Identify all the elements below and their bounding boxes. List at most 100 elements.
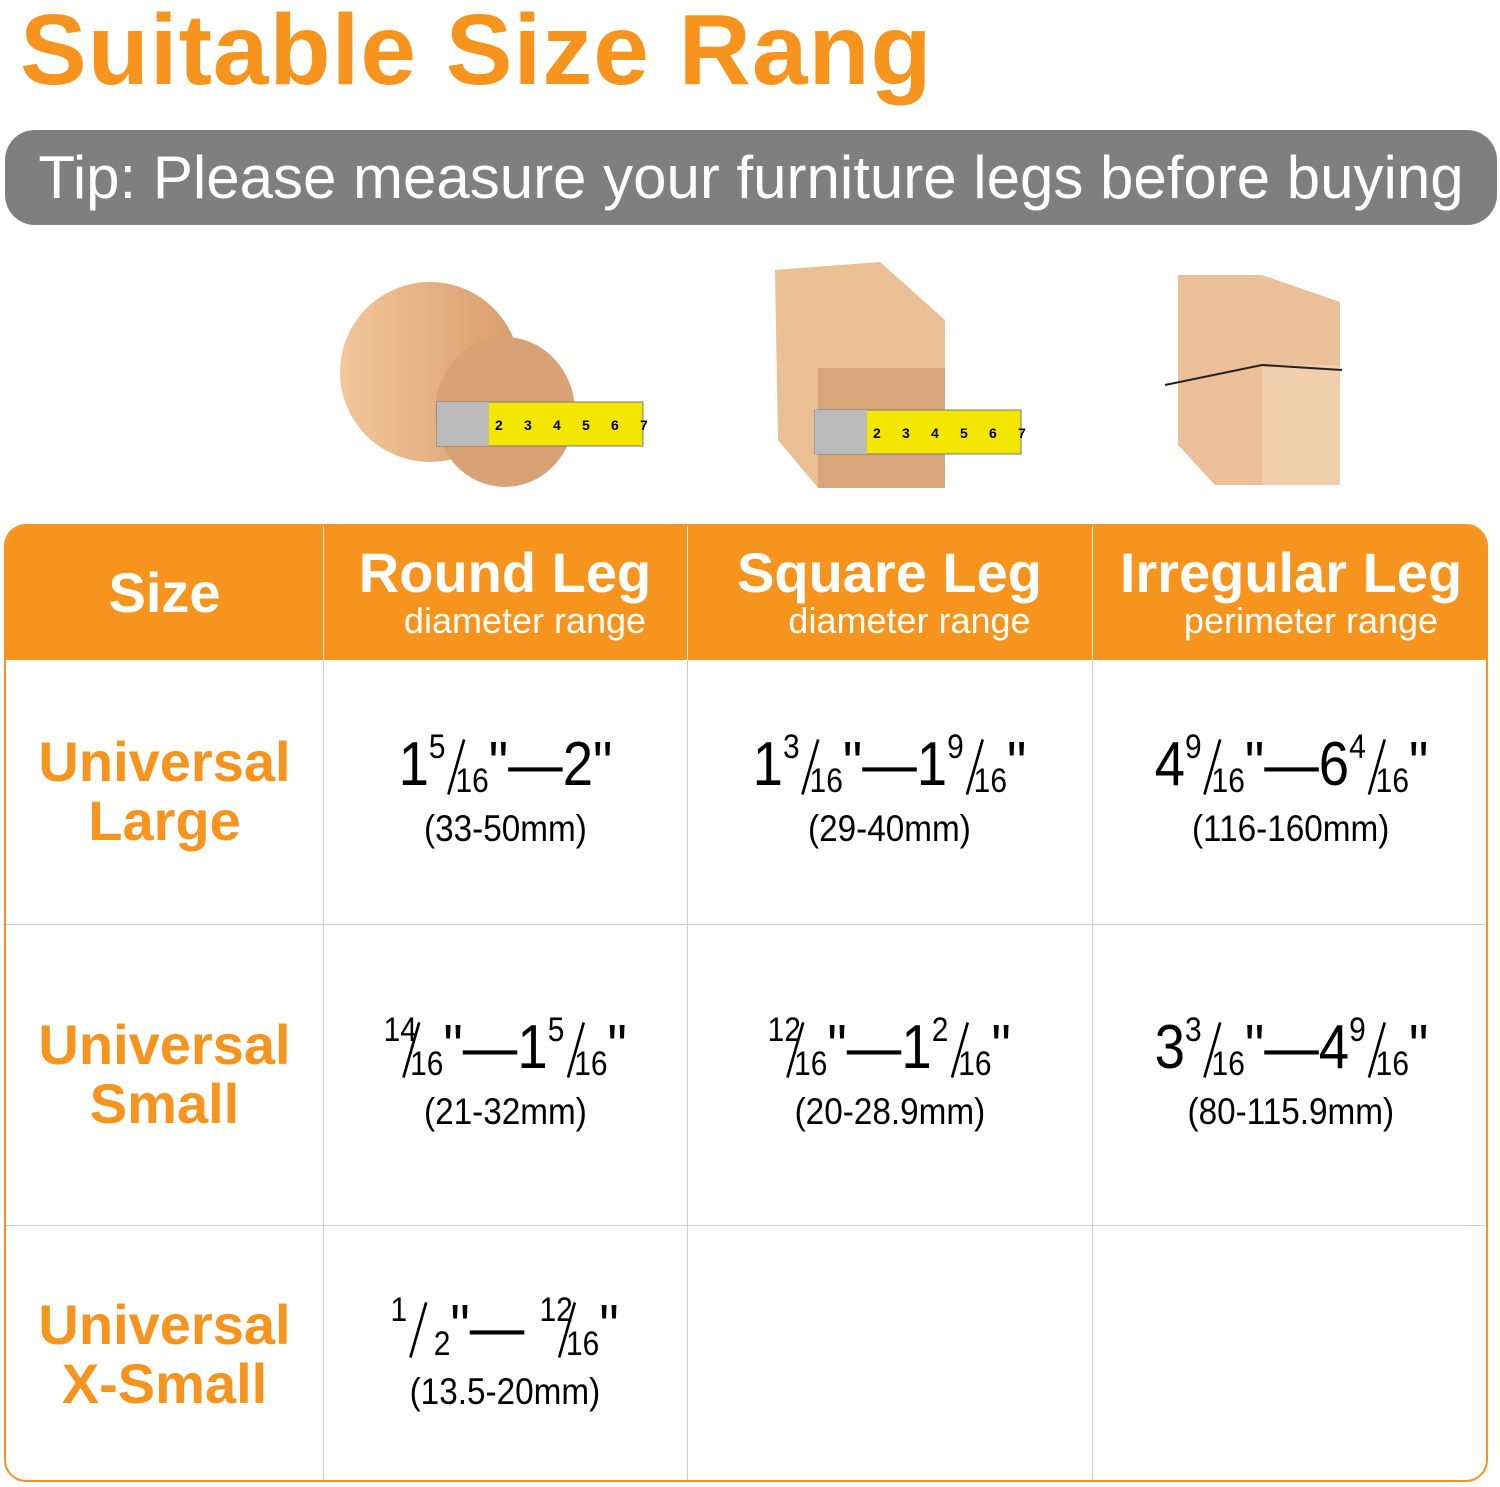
tape-measure: 2 3 4 5 6 7	[436, 401, 648, 447]
fraction: 4 16	[1349, 730, 1409, 800]
grid-line	[1092, 660, 1093, 1480]
numerator: 5	[547, 1010, 565, 1049]
grid-line	[6, 924, 1486, 925]
size-table: Size Round Leg diameter range Square Leg dia…	[4, 524, 1488, 1482]
denominator: 16	[409, 1044, 444, 1083]
row-label: Large	[88, 789, 241, 852]
size-cell: 1 2 "— 12 16 " (13.5-20mm)	[323, 1225, 687, 1480]
size-cell: 4 9 16 "—6 4 16 " (116-160mm)	[1092, 660, 1486, 924]
denominator: 16	[1375, 762, 1409, 800]
fraction: 5 16	[428, 730, 489, 800]
tape-number: 4	[553, 417, 561, 433]
fraction-slash	[409, 1301, 428, 1358]
fraction: 2 16	[932, 1013, 992, 1083]
size-cell: 1 5 16 "—2" (33-50mm)	[323, 660, 687, 924]
leg-illustrations: 2 3 4 5 6 7 2 3 4 5 6 7	[340, 262, 1343, 488]
header-cell: Round Leg diameter range	[323, 526, 687, 660]
row-label: X-Small	[61, 1351, 268, 1415]
mm-range: (13.5-20mm)	[409, 1370, 601, 1412]
numerator: 5	[428, 728, 446, 766]
tape-number: 7	[640, 417, 648, 433]
denominator: 16	[1211, 1044, 1245, 1083]
header-divider	[1092, 526, 1093, 660]
row-label: Universal	[38, 1292, 291, 1356]
numerator: 9	[1348, 1010, 1366, 1049]
inch-range: 1 3 16 "—1 9 16 "	[752, 730, 1027, 800]
inch-range: 1 5 16 "—2"	[398, 730, 612, 800]
measure-string	[1164, 363, 1343, 386]
denominator: 16	[958, 1044, 992, 1083]
denominator: 16	[454, 762, 489, 800]
row-label-cell: Universal Large	[6, 660, 323, 924]
row-label: Universal	[38, 730, 291, 794]
tape-number: 5	[960, 425, 968, 441]
fraction: 12 16	[540, 1293, 600, 1363]
fraction: 5 16	[547, 1013, 608, 1083]
inch-text: 4	[1154, 730, 1185, 799]
tip-banner: Tip: Please measure your furniture legs …	[5, 130, 1497, 225]
inch-range: 12 16 "—1 2 16 "	[768, 1012, 1011, 1083]
size-cell: 12 16 "—1 2 16 " (20-28.9mm)	[687, 924, 1092, 1225]
header-cell: Irregular Leg perimeter range	[1092, 526, 1486, 660]
mm-range: (33-50mm)	[423, 808, 587, 849]
inch-text: 1	[752, 730, 784, 799]
tape-number: 5	[582, 417, 590, 433]
size-cell: 1 3 16 "—1 9 16 " (29-40mm)	[687, 660, 1092, 924]
tape-number: 6	[611, 417, 619, 433]
numerator: 9	[947, 728, 964, 766]
inch-text: "—	[450, 1292, 540, 1362]
grid-line	[6, 1225, 1486, 1226]
fraction: 14 16	[383, 1013, 444, 1083]
tape-number: 2	[495, 417, 503, 433]
denominator: 16	[573, 1044, 608, 1083]
inch-text: "—6	[1244, 730, 1349, 799]
mm-range: (80-115.9mm)	[1187, 1090, 1395, 1132]
numerator: 4	[1348, 728, 1366, 766]
header-subtitle: diameter range	[403, 600, 647, 642]
numerator: 3	[1184, 1010, 1202, 1049]
inch-text: "	[607, 1012, 627, 1082]
header-title: Size	[108, 561, 221, 624]
denominator: 16	[1211, 762, 1245, 800]
row-label: Universal	[38, 1012, 291, 1076]
denominator: 16	[1375, 1044, 1409, 1083]
row-label-cell: Universal X-Small	[6, 1225, 323, 1480]
row-label-cell: Universal Small	[6, 924, 323, 1225]
inch-range: 1 2 "— 12 16 "	[391, 1292, 620, 1363]
inch-range: 14 16 "—1 5 16 "	[383, 1012, 627, 1083]
size-cell: 3 3 16 "—4 9 16 " (80-115.9mm)	[1092, 924, 1486, 1225]
numerator: 2	[931, 1010, 949, 1049]
denominator: 2	[434, 1324, 451, 1363]
inch-text: "	[599, 1292, 620, 1362]
mm-range: (29-40mm)	[808, 808, 971, 849]
grid-line	[687, 660, 688, 1480]
header-divider	[687, 526, 688, 660]
mm-range: (116-160mm)	[1192, 808, 1390, 849]
inch-text: "—1	[827, 1012, 932, 1082]
size-cell	[687, 1225, 1092, 1480]
fraction: 9 16	[1349, 1013, 1409, 1083]
inch-range: 4 9 16 "—6 4 16 "	[1154, 730, 1428, 800]
header-divider	[323, 526, 324, 660]
denominator: 16	[809, 762, 843, 800]
inch-range: 3 3 16 "—4 9 16 "	[1154, 1013, 1428, 1083]
tape-number: 4	[931, 425, 939, 441]
size-cell: 14 16 "—1 5 16 " (21-32mm)	[323, 924, 687, 1225]
header-subtitle: diameter range	[788, 600, 1031, 642]
size-cell	[1092, 1225, 1486, 1480]
header-cell: Square Leg diameter range	[687, 526, 1092, 660]
header-cell: Size	[6, 526, 323, 660]
denominator: 16	[566, 1324, 600, 1363]
tape-measure: 2 3 4 5 6 7	[814, 409, 1026, 455]
numerator: 14	[383, 1010, 417, 1049]
inch-text: "—1	[443, 1012, 548, 1082]
header-title: Irregular Leg	[1119, 541, 1463, 605]
fraction: 9 16	[1185, 730, 1245, 800]
numerator: 3	[783, 728, 800, 766]
inch-text: "—1	[842, 730, 948, 799]
inch-text: "	[1408, 730, 1428, 799]
mm-range: (20-28.9mm)	[794, 1090, 985, 1132]
fraction: 12 16	[768, 1013, 828, 1081]
